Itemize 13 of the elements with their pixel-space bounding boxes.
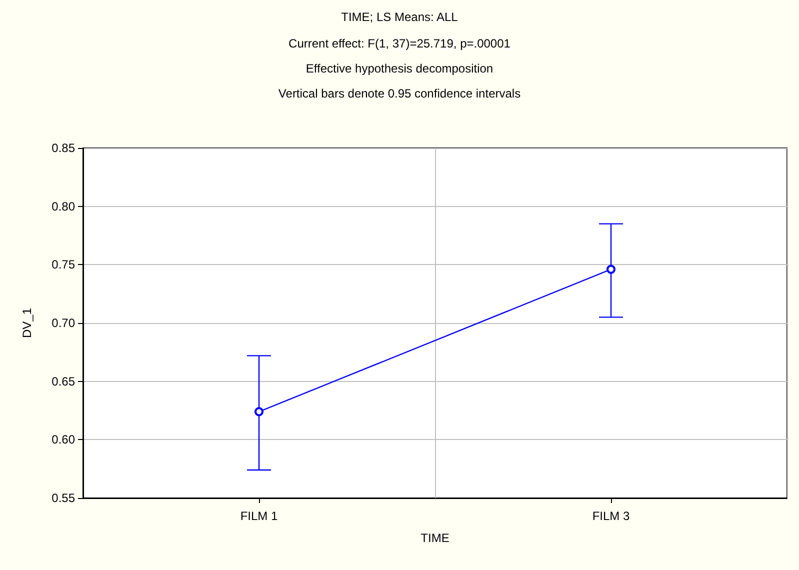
y-tick-label: 0.75 [52,258,76,272]
chart-subtitle: Current effect: F(1, 37)=25.719, p=.00001 Effective hypothesis decomposition Vertical bars denote 0.95 confidence intervals [278,36,521,100]
y-tick-label: 0.85 [52,141,76,155]
y-tick-label: 0.60 [52,432,76,447]
y-tick-label: 0.70 [52,316,76,330]
y-axis-title: DV_1 [20,308,34,338]
x-tick-label: FILM 1 [240,509,278,523]
chart-title: TIME; LS Means: ALL [341,10,458,24]
y-tick-label: 0.55 [52,491,76,505]
y-tick-label: 0.80 [52,199,76,214]
x-axis-title: TIME [420,531,450,545]
y-tick-label: 0.65 [52,374,76,388]
x-tick-label: FILM 3 [592,509,630,523]
